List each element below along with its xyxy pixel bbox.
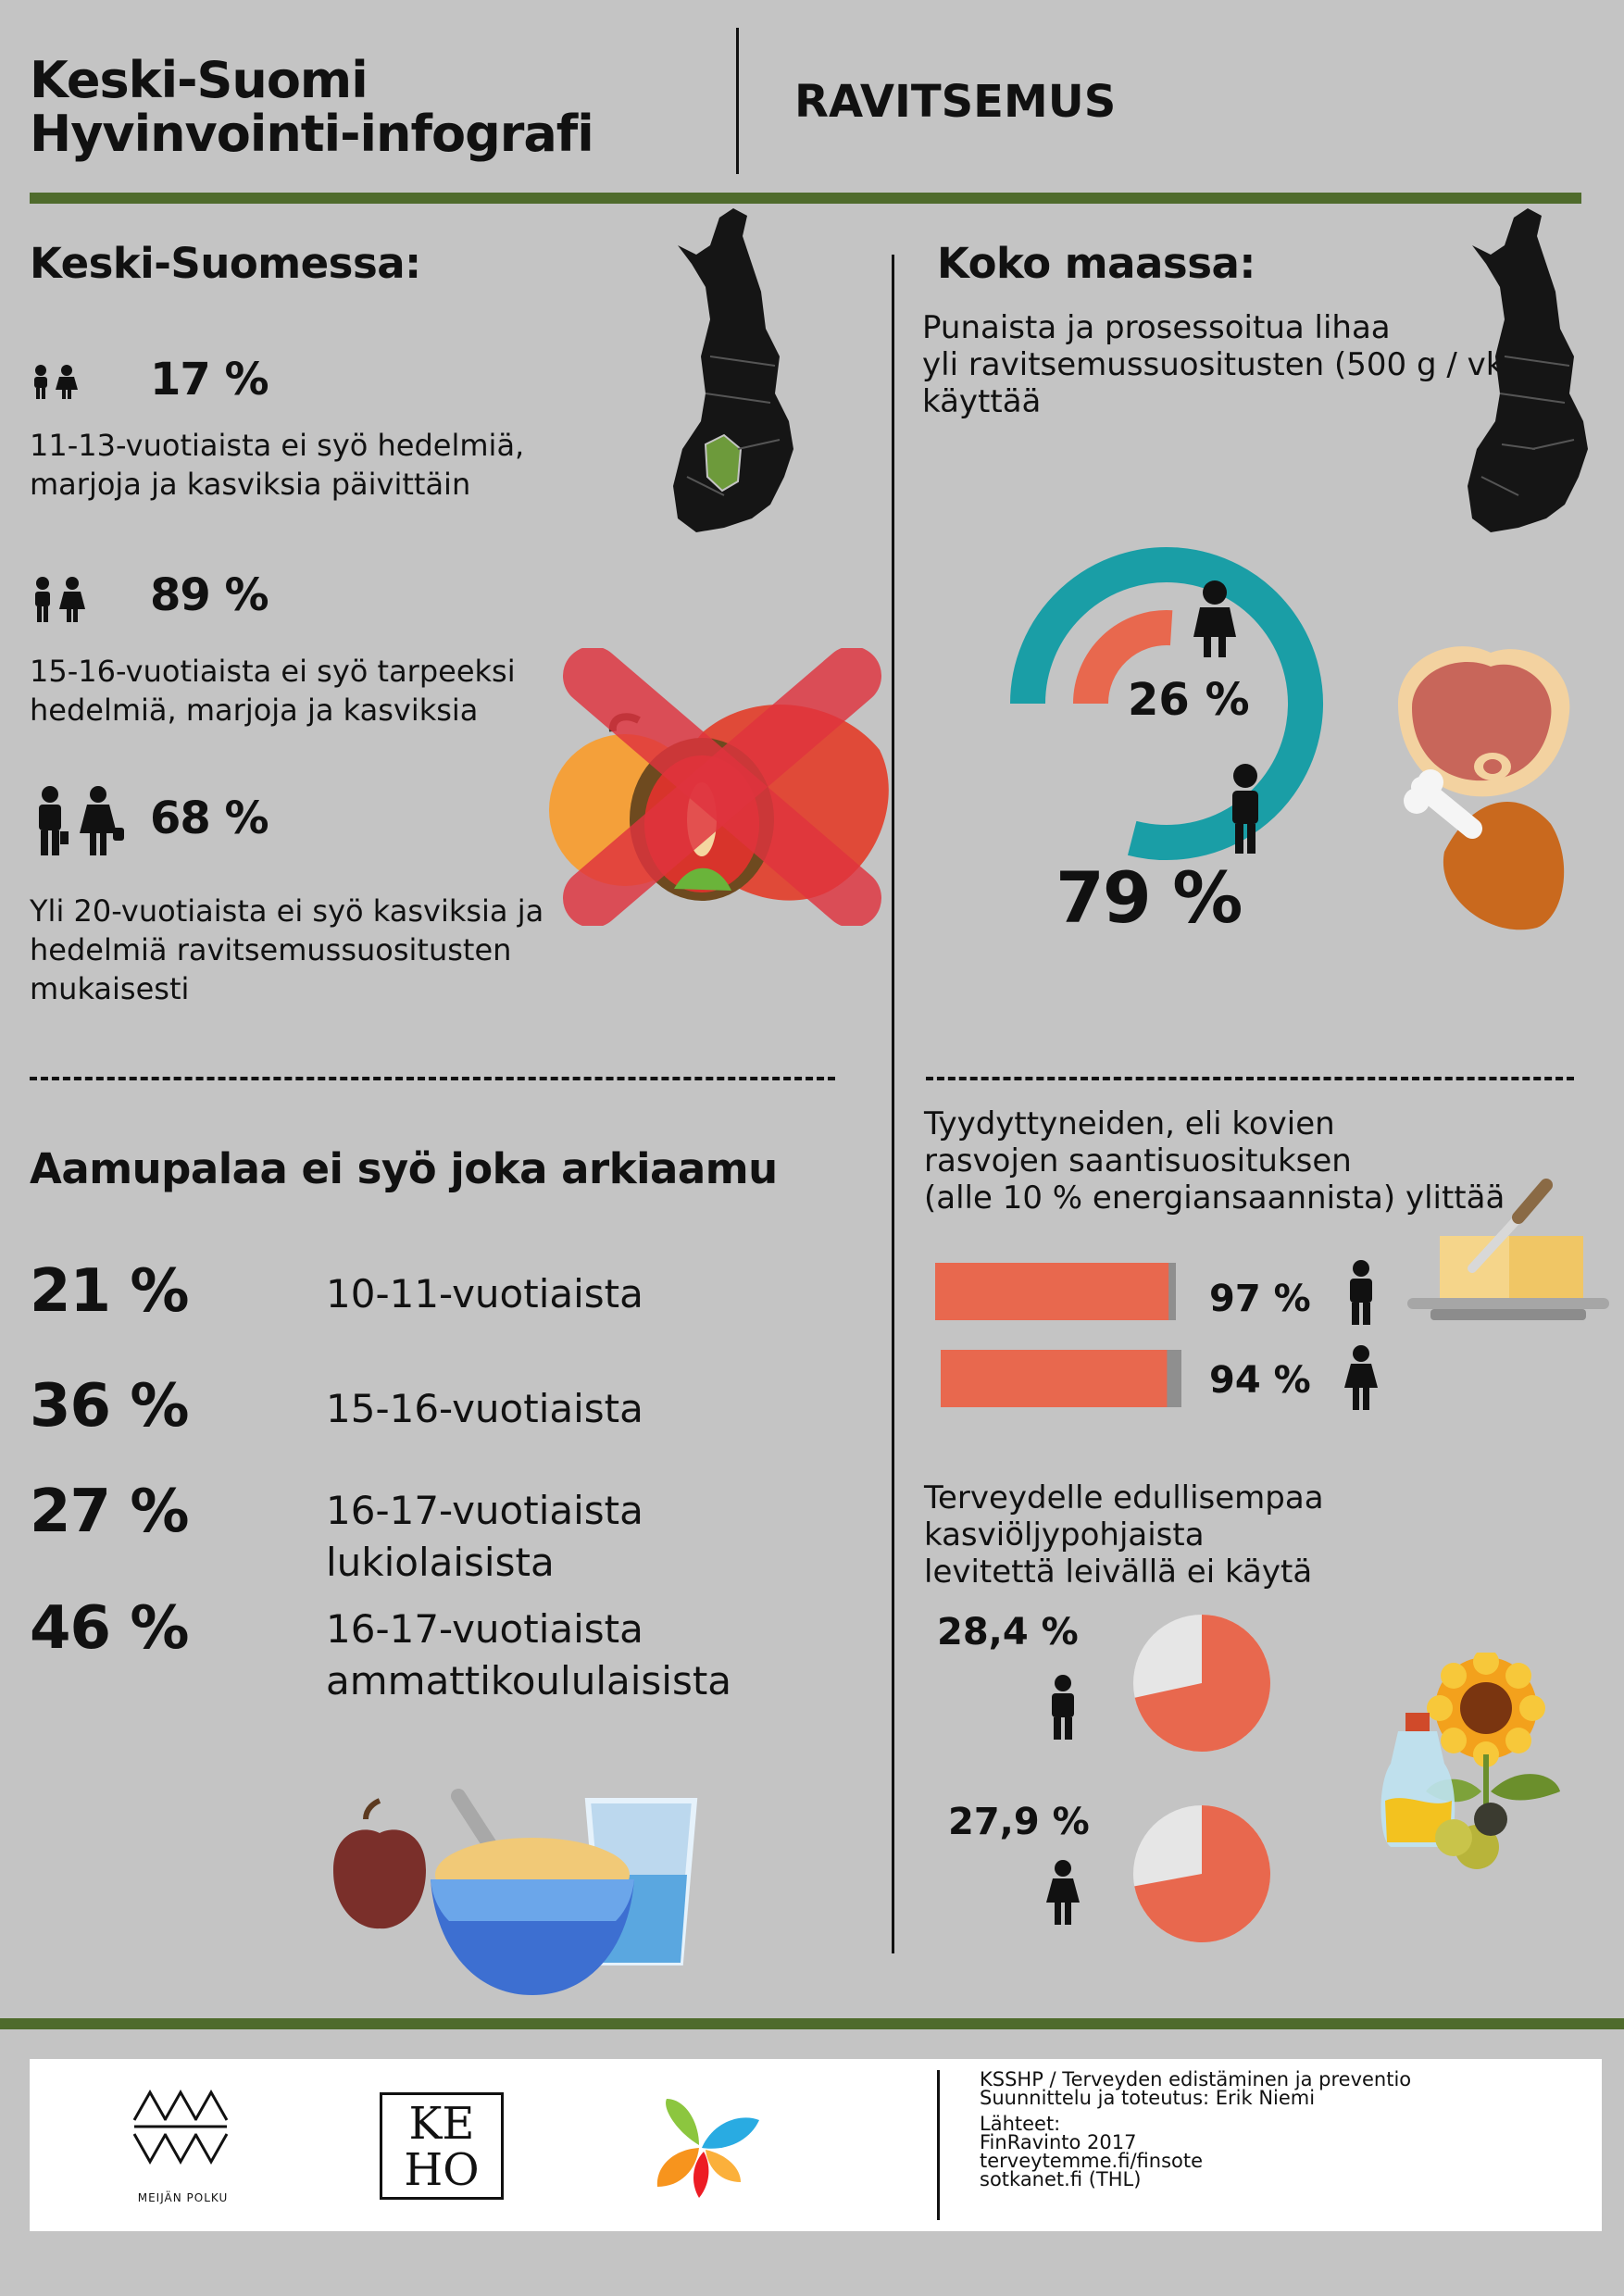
meat-steak-drumstick-icon — [1398, 646, 1570, 930]
oil-men-percent: 28,4 % — [937, 1611, 1079, 1653]
stat1-line2: marjoja ja kasviksia päivittäin — [30, 467, 471, 502]
breakfast-heading: Aamupalaa ei syö joka arkiaamu — [30, 1144, 778, 1193]
woman-icon-meat — [1193, 580, 1236, 657]
oil-line1: Terveydelle edullisempaa — [924, 1479, 1324, 1516]
breakfast2-percent: 36 % — [30, 1372, 189, 1441]
meat-line3: käyttää — [922, 383, 1042, 420]
fat-line2: rasvojen saantisuosituksen — [924, 1142, 1352, 1179]
fat-bar-chart — [935, 1263, 1181, 1407]
stat1-percent: 17 % — [150, 354, 269, 406]
stat3-description: Yli 20-vuotiaista ei syö kasviksia ja he… — [30, 892, 543, 1008]
oil-description: Terveydelle edullisempaa kasviöljypohjai… — [924, 1479, 1324, 1591]
finland-map-central-highlight-icon — [673, 208, 793, 532]
breakfast1-line1: 10-11-vuotiaista — [326, 1271, 643, 1316]
keho-logo: KE HO — [380, 2092, 504, 2200]
breakfast1-age: 10-11-vuotiaista — [326, 1268, 643, 1320]
stat1-description: 11-13-vuotiaista ei syö hedelmiä, marjoj… — [30, 426, 524, 504]
breakfast4-percent: 46 % — [30, 1594, 189, 1663]
fat-men-percent: 97 % — [1209, 1278, 1311, 1320]
meijan-polku-logo-icon — [132, 2089, 229, 2165]
stat2-line1: 15-16-vuotiaista ei syö tarpeeksi — [30, 654, 516, 689]
title-line-2: Hyvinvointi-infografi — [30, 105, 594, 163]
meat-women-arc — [1073, 610, 1173, 705]
footer-panel — [30, 2059, 1602, 2231]
breakfast4-line2: ammattikoululaisista — [326, 1658, 732, 1703]
stat3-line2: hedelmiä ravitsemussuositusten — [30, 932, 512, 967]
meat-line1: Punaista ja prosessoitua lihaa — [922, 309, 1391, 346]
topic-label: RAVITSEMUS — [794, 76, 1117, 128]
credit-line2: Suunnittelu ja toteutus: Erik Niemi — [980, 2087, 1316, 2109]
meat-radial-chart — [1010, 547, 1323, 860]
stat3-line1: Yli 20-vuotiaista ei syö kasviksia ja — [30, 893, 544, 929]
breakfast2-age: 15-16-vuotiaista — [326, 1383, 643, 1435]
breakfast3-age: 16-17-vuotiaista lukiolaisista — [326, 1485, 643, 1589]
finland-map-icon — [1468, 208, 1588, 532]
butter-icon — [1407, 1179, 1609, 1320]
breakfast4-line1: 16-17-vuotiaista — [326, 1606, 643, 1652]
keho-logo-line1: KE — [408, 2098, 475, 2150]
breakfast3-percent: 27 % — [30, 1478, 189, 1546]
meat-description: Punaista ja prosessoitua lihaa yli ravit… — [922, 309, 1534, 420]
ksshp-butterfly-logo-icon — [656, 2099, 759, 2198]
breakfast3-line1: 16-17-vuotiaista — [326, 1488, 643, 1533]
breakfast3-line2: lukiolaisista — [326, 1540, 555, 1585]
meat-men-percent: 79 % — [1056, 856, 1243, 939]
teens-icon — [35, 577, 85, 622]
left-heading: Keski-Suomessa: — [30, 239, 421, 288]
credit-line1: KSSHP / Terveyden edistäminen ja prevent… — [980, 2068, 1412, 2090]
stat2-percent: 89 % — [150, 569, 269, 621]
oil-men-pie — [1133, 1615, 1270, 1752]
fat-men-bar — [935, 1263, 1169, 1320]
meat-women-percent: 26 % — [1128, 674, 1250, 726]
crossed-fruit-icon — [549, 648, 889, 926]
fat-women-bar — [941, 1350, 1168, 1407]
fat-women-percent: 94 % — [1209, 1359, 1311, 1402]
footer-divider — [937, 2070, 940, 2220]
breakfast-bowl-icon — [333, 1789, 698, 1995]
breakfast4-age: 16-17-vuotiaista ammattikoululaisista — [326, 1603, 731, 1707]
infographic-title: Keski-Suomi Hyvinvointi-infografi — [30, 51, 594, 163]
stat1-line1: 11-13-vuotiaista ei syö hedelmiä, — [30, 428, 525, 463]
man-icon-oil — [1052, 1675, 1074, 1740]
left-dashed-divider — [30, 1077, 835, 1080]
stat3-percent: 68 % — [150, 792, 269, 844]
credit-line3: Lähteet: — [980, 2113, 1061, 2135]
oil-women-pie — [1133, 1805, 1271, 1942]
woman-icon-fat — [1344, 1345, 1378, 1410]
right-dashed-divider — [926, 1077, 1574, 1080]
stat2-line2: hedelmiä, marjoja ja kasviksia — [30, 693, 479, 728]
meat-line2: yli ravitsemussuositusten (500 g / vko) — [922, 346, 1535, 383]
header-divider — [736, 28, 739, 174]
oil-women-pie-slice — [1134, 1805, 1271, 1942]
right-heading: Koko maassa: — [937, 239, 1255, 288]
woman-icon-oil — [1046, 1860, 1080, 1925]
breakfast2-line1: 15-16-vuotiaista — [326, 1386, 643, 1431]
credit-line6: sotkanet.fi (THL) — [980, 2168, 1142, 2190]
breakfast1-percent: 21 % — [30, 1257, 189, 1326]
column-divider — [892, 255, 894, 1953]
credit-line4: FinRavinto 2017 — [980, 2131, 1137, 2153]
oil-women-percent: 27,9 % — [948, 1801, 1090, 1843]
title-line-1: Keski-Suomi — [30, 51, 369, 109]
fat-description: Tyydyttyneiden, eli kovien rasvojen saan… — [924, 1105, 1505, 1217]
stat3-line3: mukaisesti — [30, 971, 190, 1006]
fat-line3: (alle 10 % energiansaannista) ylittää — [924, 1179, 1505, 1217]
sunflower-oil-icon — [1380, 1653, 1560, 1869]
children-icon — [34, 365, 78, 399]
man-icon-fat — [1350, 1260, 1372, 1325]
header-green-bar — [30, 193, 1581, 204]
man-icon-meat — [1232, 764, 1258, 854]
credit-line5: terveytemme.fi/finsote — [980, 2150, 1204, 2172]
footer-credits: KSSHP / Terveyden edistäminen ja prevent… — [980, 2068, 1412, 2190]
oil-men-pie-slice — [1134, 1615, 1270, 1752]
adults-icon — [39, 786, 124, 855]
fat-line1: Tyydyttyneiden, eli kovien — [924, 1105, 1335, 1142]
meijan-polku-text: MEIJÄN POLKU — [137, 2191, 229, 2204]
oil-line3: levitettä leivällä ei käytä — [924, 1554, 1313, 1591]
keho-logo-line2: HO — [404, 2144, 480, 2196]
stat2-description: 15-16-vuotiaista ei syö tarpeeksi hedelm… — [30, 652, 516, 730]
oil-line2: kasviöljypohjaista — [924, 1516, 1205, 1554]
footer-green-bar — [0, 2018, 1624, 2029]
